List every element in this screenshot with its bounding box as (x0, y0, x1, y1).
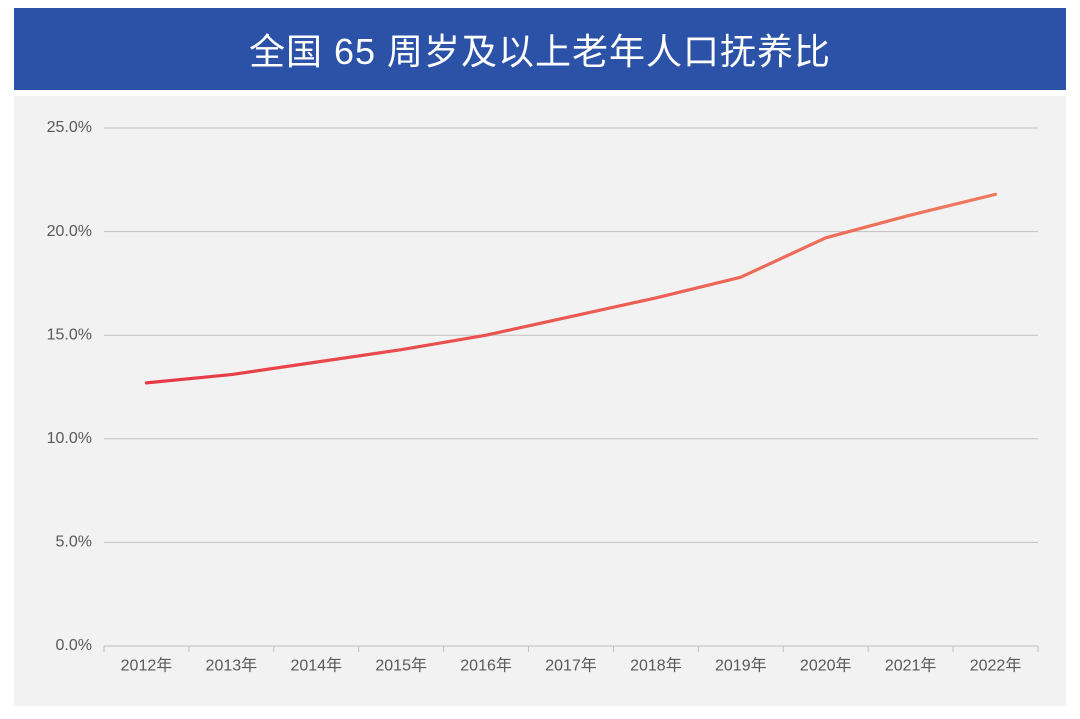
chart-area: 0.0% 5.0% 10.0% 15.0% 20.0% 25.0% 2012年 2013年 20… (14, 96, 1066, 706)
x-tick-label: 2017年 (545, 656, 597, 674)
y-tick-label: 10.0% (47, 430, 92, 447)
x-tick-label: 2014年 (290, 656, 342, 674)
title-bar: 全国 65 周岁及以上老年人口抚养比 (14, 8, 1066, 90)
x-tick-label: 2022年 (970, 656, 1022, 674)
y-tick-label: 0.0% (56, 637, 92, 654)
y-tick-label: 5.0% (56, 534, 92, 551)
page-root: 全国 65 周岁及以上老年人口抚养比 0.0% 5.0% 10.0% 15.0% 20.… (0, 0, 1080, 719)
x-tick-label: 2018年 (630, 656, 682, 674)
title-text: 全国 65 周岁及以上老年人口抚养比 (249, 23, 831, 75)
y-tick-label: 15.0% (47, 326, 92, 343)
x-tick-label: 2019年 (715, 656, 767, 674)
x-tick-label: 2021年 (885, 656, 937, 674)
series-line (146, 194, 995, 383)
x-tick-label: 2020年 (800, 656, 852, 674)
line-chart: 0.0% 5.0% 10.0% 15.0% 20.0% 25.0% 2012年 2013年 20… (14, 96, 1066, 706)
x-tick-label: 2016年 (460, 656, 512, 674)
x-tick-label: 2013年 (206, 656, 258, 674)
x-tick-label: 2015年 (375, 656, 427, 674)
y-tick-label: 25.0% (47, 119, 92, 136)
x-tick-label: 2012年 (121, 656, 173, 674)
y-tick-label: 20.0% (47, 223, 92, 240)
